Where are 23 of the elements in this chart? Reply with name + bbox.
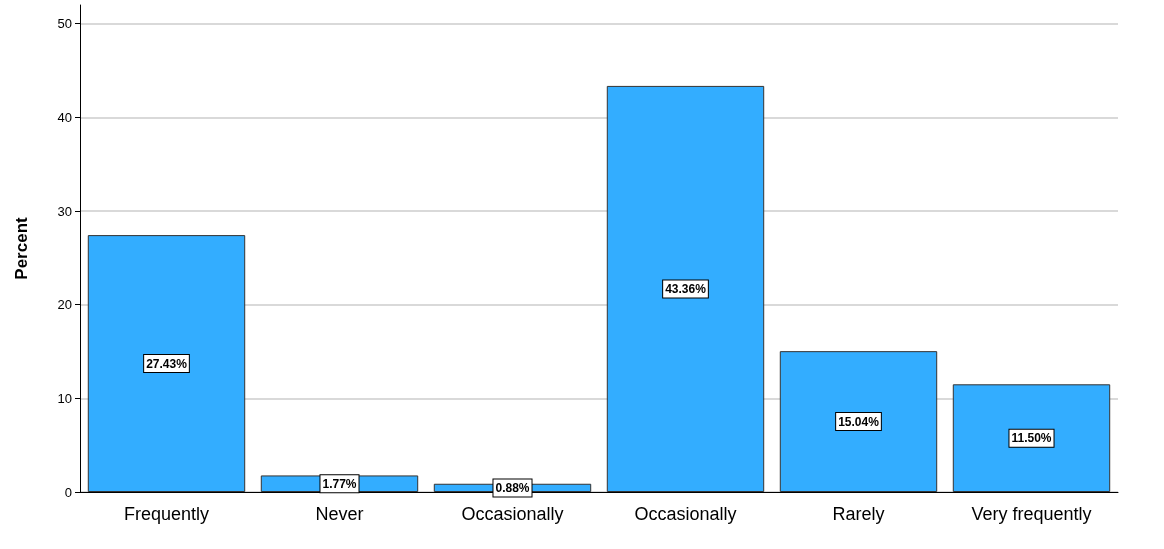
y-tick-label: 20 — [57, 297, 72, 313]
x-tick-label: Occasionally — [634, 504, 737, 524]
bar — [606, 85, 765, 492]
x-tick-label: Never — [315, 504, 364, 524]
x-tick-label: Very frequently — [971, 504, 1092, 524]
bar — [779, 351, 938, 492]
bar — [87, 235, 246, 492]
data-label: 11.50% — [1011, 431, 1052, 446]
x-tick-label: Occasionally — [461, 504, 564, 524]
y-tick-label: 0 — [64, 484, 72, 500]
bar — [952, 384, 1111, 492]
y-tick-label: 50 — [57, 16, 72, 32]
data-label: 15.04% — [838, 414, 880, 429]
data-label: 1.77% — [322, 476, 357, 491]
data-label: 0.88% — [495, 480, 530, 495]
x-tick-label: Frequently — [123, 504, 210, 524]
data-label: 27.43% — [146, 356, 188, 371]
y-tick-label: 30 — [57, 203, 72, 219]
x-tick-label: Rarely — [832, 504, 885, 524]
y-tick-label: 40 — [57, 109, 72, 125]
y-tick-label: 10 — [57, 390, 72, 406]
data-label: 43.36% — [665, 281, 707, 296]
y-axis-title: Percent — [12, 216, 31, 280]
